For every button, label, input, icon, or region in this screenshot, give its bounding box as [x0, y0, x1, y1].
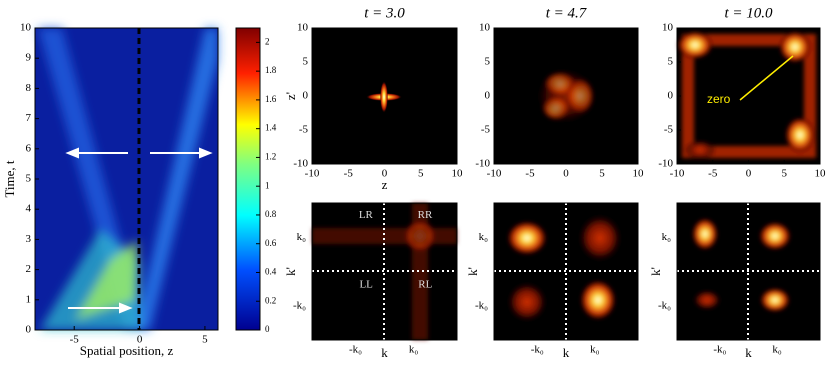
y-tick-label: -5: [664, 124, 674, 136]
frame: [676, 202, 821, 341]
colorbar-tick-label: 1.4: [265, 123, 277, 133]
x-tick-label: -5: [525, 168, 535, 180]
y-tick-label: -5: [481, 124, 491, 136]
quadrant-label: RR: [418, 209, 433, 221]
y-tick-label: -5: [299, 124, 309, 136]
y-axis-label: k': [648, 267, 663, 276]
y-tick-label: 6: [26, 142, 32, 154]
y-tick-label: 10: [662, 22, 674, 34]
y-tick-label: 9: [26, 52, 32, 64]
y-tick-label: 0: [668, 90, 674, 102]
x-tick-label: -k₀: [531, 344, 544, 356]
y-tick-label: 0: [26, 324, 32, 336]
y-tick-label: -k₀: [475, 299, 488, 311]
x-tick-label: 0: [563, 168, 569, 180]
y-tick-label: 0: [303, 90, 309, 102]
panel-title: t = 3.0: [364, 5, 405, 21]
annotation: zero: [707, 92, 731, 106]
x-axis-label: k: [381, 345, 388, 360]
y-tick-label: -10: [293, 158, 308, 170]
x-tick-label: 0: [746, 168, 752, 180]
y-tick-label: -10: [475, 158, 490, 170]
x-tick-label: k₀: [772, 344, 782, 356]
x-tick-label: 0: [137, 334, 143, 346]
colorbar-tick-label: 1: [265, 180, 270, 190]
panel-title: t = 10.0: [724, 5, 773, 21]
x-tick-label: -5: [708, 168, 718, 180]
y-axis-label: k': [283, 267, 298, 276]
y-tick-label: k₀: [297, 231, 307, 243]
x-tick-label: 5: [782, 168, 788, 180]
panel-title: t = 4.7: [546, 5, 588, 21]
y-axis-label: k': [465, 267, 480, 276]
x-tick-label: -5: [344, 168, 354, 180]
y-axis-label: z': [283, 92, 298, 100]
x-tick-label: 5: [202, 334, 208, 346]
x-axis-label: k: [745, 345, 752, 360]
colorbar-tick-label: 0: [265, 324, 270, 334]
colorbar-tick-label: 0.2: [265, 295, 276, 305]
y-tick-label: 5: [26, 173, 32, 185]
y-tick-label: -k₀: [293, 299, 306, 311]
y-tick-label: 1: [26, 293, 32, 305]
x-tick-label: -k₀: [713, 344, 726, 356]
x-axis-label: z: [382, 177, 388, 192]
colorbar-tick-label: 0.4: [265, 267, 277, 277]
y-tick-label: 10: [479, 22, 491, 34]
y-tick-label: k₀: [662, 231, 672, 243]
x-tick-label: -5: [70, 334, 80, 346]
y-tick-label: 8: [26, 82, 32, 94]
colorbar-tick-label: 1.6: [265, 94, 277, 104]
x-tick-label: 5: [418, 168, 424, 180]
x-tick-label: -10: [305, 168, 320, 180]
panel-images: [312, 28, 820, 340]
colorbar-tick-label: 0.6: [265, 238, 277, 248]
left-heatmap: [35, 27, 261, 331]
x-tick-label: 0: [382, 168, 388, 180]
x-axis-label: k: [563, 345, 570, 360]
colorbar-tick-label: 0.8: [265, 209, 277, 219]
y-tick-label: 5: [303, 56, 309, 68]
y-tick-label: 10: [297, 22, 309, 34]
quadrant-label: LL: [359, 279, 373, 291]
x-axis-label: Spatial position, z: [80, 343, 174, 358]
x-tick-label: 5: [599, 168, 605, 180]
y-tick-label: 5: [485, 56, 491, 68]
x-tick-label: -10: [670, 168, 685, 180]
quadrant-label: LR: [359, 209, 374, 221]
colorbar-tick-label: 1.8: [265, 65, 277, 75]
y-tick-label: 2: [26, 263, 32, 275]
y-tick-label: k₀: [479, 231, 489, 243]
x-tick-label: 10: [452, 168, 464, 180]
quadrant-label: RL: [418, 279, 432, 291]
x-tick-label: -10: [487, 168, 502, 180]
x-tick-label: 10: [633, 168, 645, 180]
y-tick-label: 5: [668, 56, 674, 68]
colorbar-tick-label: 1.2: [265, 151, 276, 161]
x-tick-label: k₀: [590, 344, 600, 356]
frame: [311, 202, 458, 341]
x-tick-label: k₀: [409, 344, 419, 356]
x-tick-label: -k₀: [349, 344, 362, 356]
y-tick-label: -k₀: [658, 299, 671, 311]
x-tick-label: 10: [815, 168, 827, 180]
y-tick-label: 0: [485, 90, 491, 102]
y-tick-label: 4: [26, 203, 32, 215]
y-tick-label: 7: [26, 112, 32, 124]
y-tick-label: 10: [20, 22, 32, 34]
y-tick-label: -10: [658, 158, 673, 170]
frame: [493, 202, 639, 341]
colorbar-tick-label: 2: [265, 36, 270, 46]
y-axis-label: Time, t: [2, 160, 17, 197]
y-tick-label: 3: [26, 233, 32, 245]
